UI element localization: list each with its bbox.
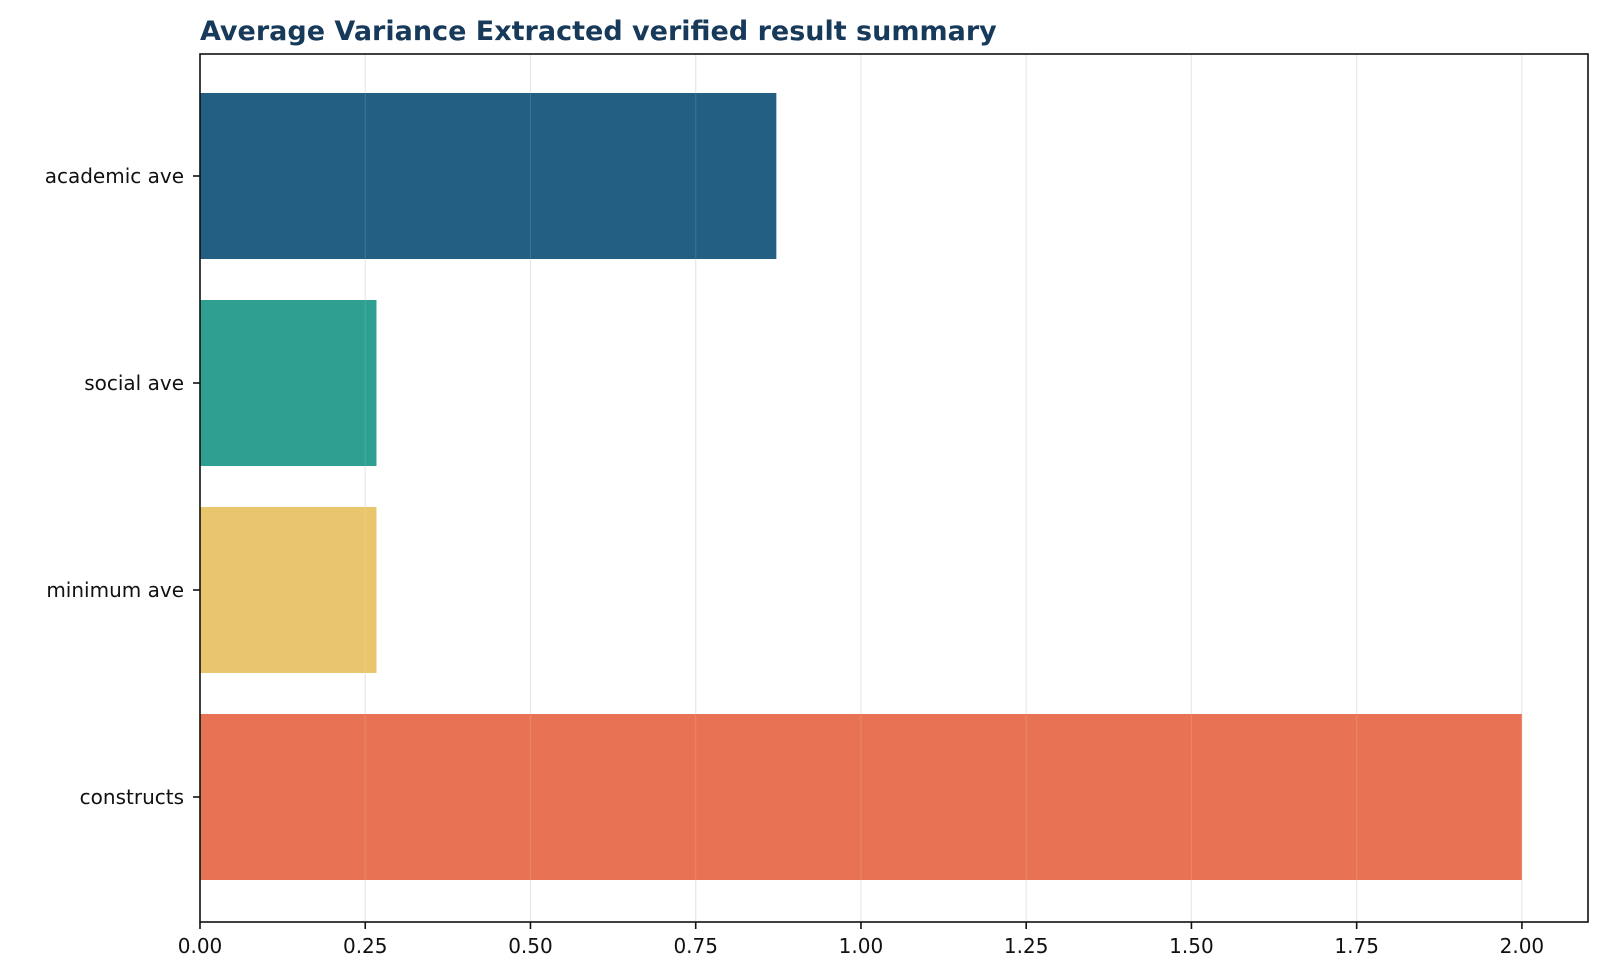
x-tick-label: 0.00 bbox=[178, 934, 223, 958]
bars bbox=[200, 54, 1523, 922]
x-tick-label: 2.00 bbox=[1500, 934, 1545, 958]
x-tick-label: 1.50 bbox=[1169, 934, 1214, 958]
bar-minimum-ave bbox=[200, 507, 377, 673]
x-tick-label: 0.50 bbox=[508, 934, 553, 958]
x-tick-label: 0.25 bbox=[343, 934, 388, 958]
y-tick-label: academic ave bbox=[45, 164, 184, 188]
y-tick-label: minimum ave bbox=[46, 578, 184, 602]
x-tick-label: 0.75 bbox=[673, 934, 718, 958]
y-axis: academic ave social ave minimum ave constru… bbox=[45, 164, 200, 809]
chart-title: Average Variance Extracted verified resu… bbox=[200, 16, 997, 47]
x-axis: 0.00 0.25 0.50 0.75 1.00 1.25 1.50 1.75 2.00 bbox=[178, 922, 1544, 958]
y-tick-label: social ave bbox=[84, 371, 184, 395]
x-tick-label: 1.75 bbox=[1334, 934, 1379, 958]
bar-social-ave bbox=[200, 300, 377, 466]
x-tick-label: 1.25 bbox=[1004, 934, 1049, 958]
y-tick-label: constructs bbox=[80, 785, 184, 809]
plot-frame bbox=[199, 53, 1589, 923]
x-tick-label: 1.00 bbox=[839, 934, 884, 958]
bar-constructs bbox=[200, 714, 1522, 880]
bar-academic-ave bbox=[200, 93, 777, 259]
